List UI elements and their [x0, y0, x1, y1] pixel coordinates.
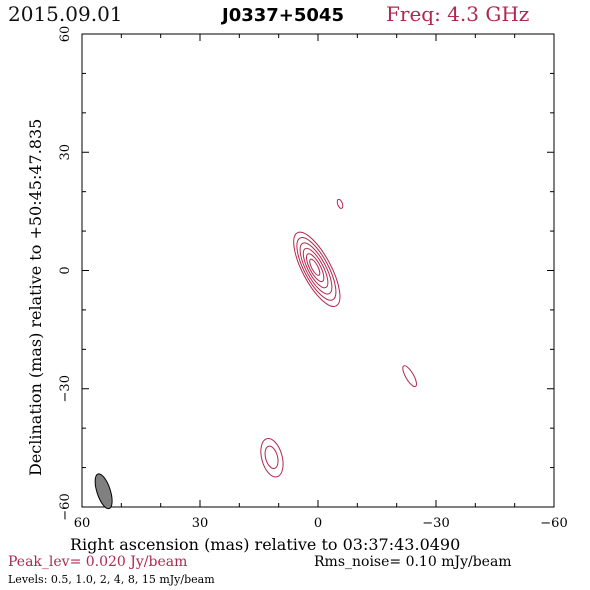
y-tick-label: 60: [58, 26, 73, 43]
contour-level: [302, 247, 329, 289]
y-tick-label: 30: [58, 144, 73, 161]
contour-layer: [260, 198, 417, 478]
x-tick-labels: 60 30 0 −30 −60: [74, 516, 568, 531]
x-tick-label: 0: [314, 516, 322, 531]
y-axis-label: Declination (mas) relative to +50:45:47.…: [26, 119, 45, 476]
contour-level: [306, 253, 325, 283]
observation-date: 2015.09.01: [8, 2, 123, 26]
rms-noise: Rms_noise= 0.10 mJy/beam: [314, 554, 512, 570]
axis-ticks: [81, 33, 555, 508]
component-knot-3: [260, 438, 284, 478]
contour-level: [309, 258, 321, 276]
x-tick-label: −30: [422, 516, 449, 531]
peak-level: Peak_lev= 0.020 Jy/beam: [8, 554, 188, 570]
y-tick-label: −30: [58, 375, 73, 402]
contour-level: [260, 438, 284, 478]
contour-level: [293, 231, 341, 307]
component-core: [293, 231, 341, 307]
beam-layer: [94, 473, 113, 510]
x-axis-label: Right ascension (mas) relative to 03:37:…: [70, 535, 460, 554]
x-tick-label: 30: [192, 516, 209, 531]
contour-level: [299, 242, 333, 295]
component-knot-1: [336, 198, 344, 209]
beam-ellipse: [94, 473, 113, 510]
y-tick-label: 0: [58, 266, 73, 274]
plot-frame: [81, 33, 555, 508]
y-tick-label: −60: [58, 493, 73, 520]
contour-level: [402, 365, 417, 388]
x-tick-label: −60: [540, 516, 567, 531]
y-tick-labels: −60 −30 0 30 60: [58, 26, 73, 521]
contour-levels: Levels: 0.5, 1.0, 2, 4, 8, 15 mJy/beam: [8, 573, 215, 586]
contour-level: [264, 445, 279, 470]
component-knot-2: [402, 365, 417, 388]
frequency-label: Freq: 4.3 GHz: [386, 2, 530, 26]
x-tick-label: 60: [74, 516, 91, 531]
source-name: J0337+5045: [222, 5, 344, 26]
contour-level: [336, 198, 344, 209]
contour-level: [296, 237, 337, 301]
